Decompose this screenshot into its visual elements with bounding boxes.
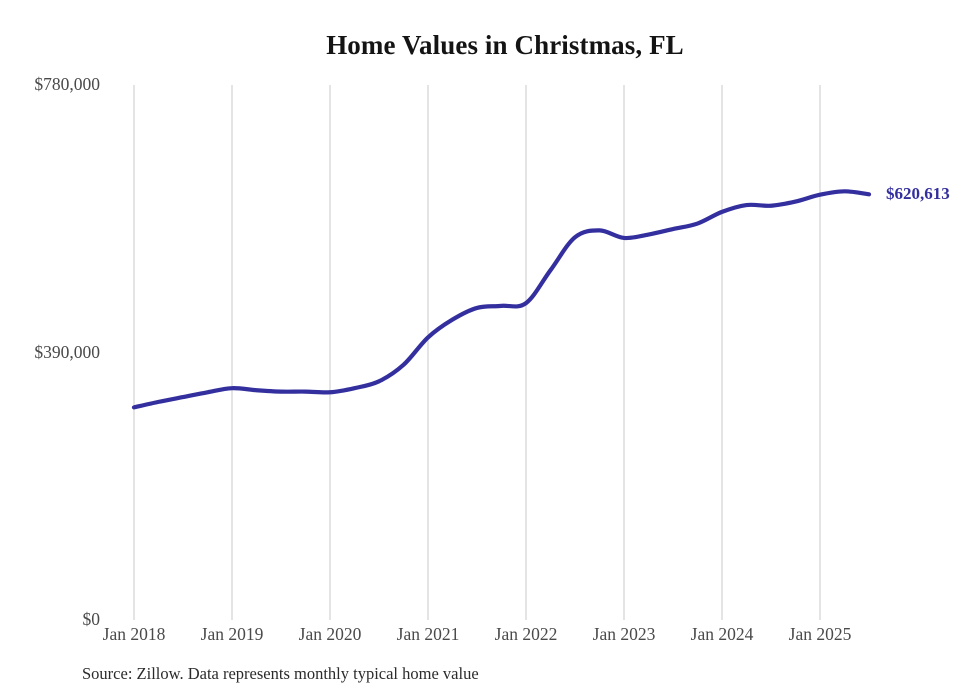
y-tick-label-2: $0: [82, 609, 101, 629]
x-tick-label-7: Jan 2025: [788, 624, 852, 644]
x-tick-label-2: Jan 2020: [298, 624, 362, 644]
chart-title: Home Values in Christmas, FL: [326, 30, 684, 60]
x-tick-label-4: Jan 2022: [494, 624, 558, 644]
x-tick-label-3: Jan 2021: [396, 624, 460, 644]
y-tick-label-1: $390,000: [34, 341, 100, 362]
x-tick-label-6: Jan 2024: [690, 624, 754, 644]
value-line-series: [131, 189, 872, 410]
y-tick-label-0: $780,000: [34, 74, 100, 94]
vertical-gridlines: [133, 85, 821, 620]
x-tick-label-1: Jan 2019: [200, 624, 264, 644]
end-value-label: $620,613: [886, 184, 950, 204]
x-tick-label-5: Jan 2023: [592, 624, 656, 644]
source-note: Source: Zillow. Data represents monthly …: [82, 664, 479, 683]
x-tick-label-0: Jan 2018: [102, 624, 166, 644]
